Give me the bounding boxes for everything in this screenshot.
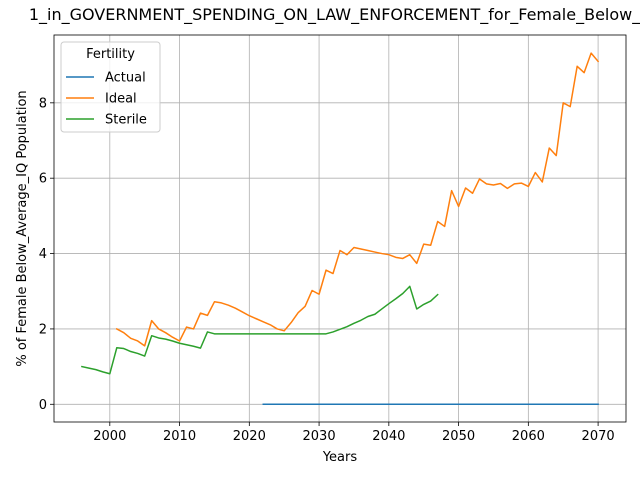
y-tick-label: 0: [39, 398, 47, 413]
x-axis-label: Years: [322, 450, 358, 465]
series-line-sterile: [81, 285, 439, 375]
legend-label-sterile: Sterile: [105, 113, 147, 128]
legend-label-ideal: Ideal: [105, 92, 137, 107]
legend-box: [60, 41, 161, 133]
x-tick-label: 2030: [303, 429, 336, 444]
legend-label-actual: Actual: [105, 71, 146, 86]
y-tick-label: 2: [39, 322, 47, 337]
x-axis-ticks: 2000 2010 2020 2030 2040 2050 2060 2070: [93, 422, 615, 444]
y-tick-label: 4: [39, 247, 47, 262]
x-tick-label: 2020: [233, 429, 266, 444]
y-tick-label: 8: [39, 96, 47, 111]
x-tick-label: 2060: [512, 429, 545, 444]
y-axis-label: % of Female Below_Average_IQ Population: [15, 90, 30, 366]
x-tick-label: 2050: [442, 429, 475, 444]
x-tick-label: 2040: [372, 429, 405, 444]
series-lines: [81, 52, 600, 406]
series-line-ideal: [115, 52, 600, 347]
legend: Fertility Actual Ideal Sterile: [60, 41, 161, 133]
x-tick-label: 2070: [582, 429, 615, 444]
x-tick-label: 2000: [93, 429, 126, 444]
x-tick-label: 2010: [163, 429, 196, 444]
axes-frame: [53, 34, 627, 423]
y-axis-ticks: 0 2 4 6 8: [39, 96, 54, 413]
y-tick-label: 6: [39, 172, 47, 187]
legend-title: Fertility: [86, 47, 135, 62]
chart-title: 1_in_GOVERNMENT_SPENDING_ON_LAW_ENFORCEM…: [29, 5, 640, 25]
